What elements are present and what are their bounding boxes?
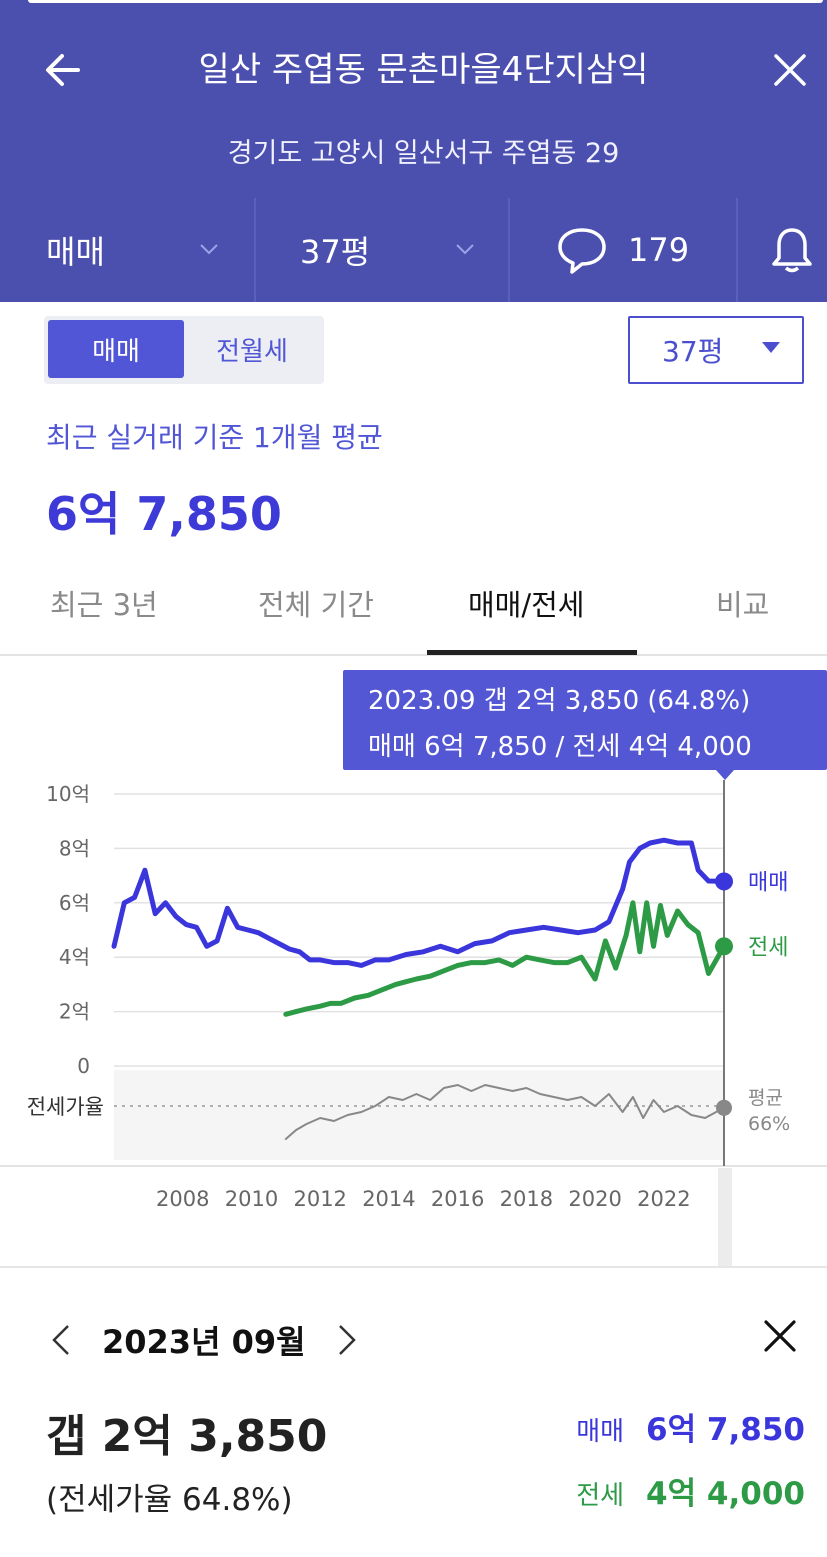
app-header: 일산 주엽동 문촌마을4단지삼익 경기도 고양시 일산서구 주엽동 29 매매 …: [0, 0, 827, 302]
tab-compare[interactable]: 비교: [716, 588, 770, 622]
y-tick-label: 8억: [59, 836, 90, 860]
divider: [508, 198, 510, 302]
chart-tooltip: 2023.09 갭 2억 3,850 (64.8%) 매매 6억 7,850 /…: [343, 670, 827, 770]
close-icon[interactable]: [762, 1318, 798, 1354]
ratio-series-line: [284, 1084, 725, 1140]
size-dropdown[interactable]: 37평: [256, 198, 508, 302]
ratio-avg-value: 66%: [748, 1113, 790, 1135]
chevron-left-icon[interactable]: [46, 1320, 76, 1360]
filter-bar: 매매 37평 179: [0, 198, 827, 302]
active-tab-indicator: [427, 650, 637, 655]
jeonse-ratio-text: (전세가율 64.8%): [46, 1482, 293, 1518]
comments-button[interactable]: 179: [510, 198, 736, 302]
caret-down-icon: [762, 342, 780, 353]
chevron-right-icon[interactable]: [332, 1320, 362, 1360]
page-title: 일산 주엽동 문촌마을4단지삼익: [198, 50, 649, 90]
average-value: 6억 7,850: [46, 487, 282, 541]
x-tick-label: 2016: [431, 1187, 484, 1210]
size-select[interactable]: 37평: [628, 316, 804, 384]
size-label: 37평: [300, 233, 371, 271]
sale-marker-label: 매매: [748, 870, 788, 895]
divider: [0, 1266, 827, 1268]
back-arrow-icon[interactable]: [40, 46, 88, 94]
address: 경기도 고양시 일산서구 주엽동 29: [227, 138, 620, 169]
sale-price-row: 매매 6억 7,850: [576, 1404, 805, 1449]
chevron-down-icon: [200, 244, 218, 255]
chart-tabs: 최근 3년 전체 기간 매매/전세 비교: [0, 570, 827, 656]
x-tick-label: 2020: [568, 1187, 621, 1210]
tab-sale-jeonse[interactable]: 매매/전세: [468, 588, 585, 622]
y-tick-label: 4억: [59, 945, 90, 969]
ratio-avg-label: 평균: [748, 1087, 783, 1109]
x-tick-label: 2014: [362, 1187, 415, 1210]
toggle-rent[interactable]: 전월세: [216, 336, 288, 367]
y-tick-label: 2억: [59, 1000, 90, 1024]
trade-type-toggle: 매매 전월세: [44, 316, 324, 384]
x-tick-label: 2022: [637, 1187, 690, 1210]
average-label: 최근 실거래 기준 1개월 평균: [46, 421, 383, 454]
gap-value: 갭 2억 3,850: [46, 1411, 328, 1462]
divider: [254, 198, 256, 302]
sale-series-line: [111, 837, 727, 968]
tab-all-period[interactable]: 전체 기간: [258, 588, 374, 622]
y-tick-label: 6억: [59, 891, 90, 915]
trade-type-label: 매매: [46, 233, 105, 271]
chevron-down-icon: [456, 244, 474, 255]
y-tick-label: 10억: [46, 782, 90, 806]
sale-label: 매매: [576, 1417, 625, 1447]
sale-marker: [715, 872, 733, 891]
tab-recent-3y[interactable]: 최근 3년: [50, 588, 158, 622]
y-tick-label: 0: [77, 1054, 90, 1078]
toggle-sale[interactable]: 매매: [48, 320, 184, 378]
jeonse-label: 전세: [576, 1481, 625, 1511]
tooltip-line-1: 2023.09 갭 2억 3,850 (64.8%): [368, 686, 751, 716]
x-tick-label: 2018: [500, 1187, 553, 1210]
price-chart[interactable]: 10억 8억 6억 4억 2억 0 2008 2010 2012 2014 2016 2018 2020…: [0, 780, 827, 1210]
jeonse-price-row: 전세 4억 4,000: [576, 1468, 805, 1513]
x-tick-label: 2008: [156, 1187, 209, 1210]
jeonse-marker: [715, 937, 733, 956]
detail-date: 2023년 09월: [102, 1323, 306, 1361]
ratio-band: [114, 1070, 724, 1160]
close-icon[interactable]: [766, 46, 814, 94]
jeonse-value: 4억 4,000: [646, 1476, 805, 1512]
ratio-label: 전세가율: [27, 1095, 104, 1119]
tooltip-arrow: [716, 770, 734, 780]
comment-count: 179: [628, 231, 690, 269]
bell-icon: [772, 228, 812, 273]
x-tick-label: 2012: [293, 1187, 346, 1210]
top-strip-highlight: [28, 0, 823, 3]
selection-guide: [718, 1168, 732, 1266]
jeonse-series-line: [283, 900, 727, 1017]
speech-bubble-icon: [558, 228, 606, 274]
detail-date-nav: 2023년 09월: [46, 1314, 362, 1366]
tooltip-line-2: 매매 6억 7,850 / 전세 4억 4,000: [368, 732, 752, 762]
ratio-marker: [716, 1099, 732, 1116]
sale-value: 6억 7,850: [646, 1412, 805, 1448]
jeonse-marker-label: 전세: [748, 935, 788, 960]
notification-button[interactable]: [738, 198, 827, 302]
divider: [736, 198, 738, 302]
size-select-label: 37평: [662, 335, 724, 368]
top-strip: [0, 0, 827, 6]
x-tick-label: 2010: [225, 1187, 278, 1210]
trade-type-dropdown[interactable]: 매매: [0, 198, 254, 302]
